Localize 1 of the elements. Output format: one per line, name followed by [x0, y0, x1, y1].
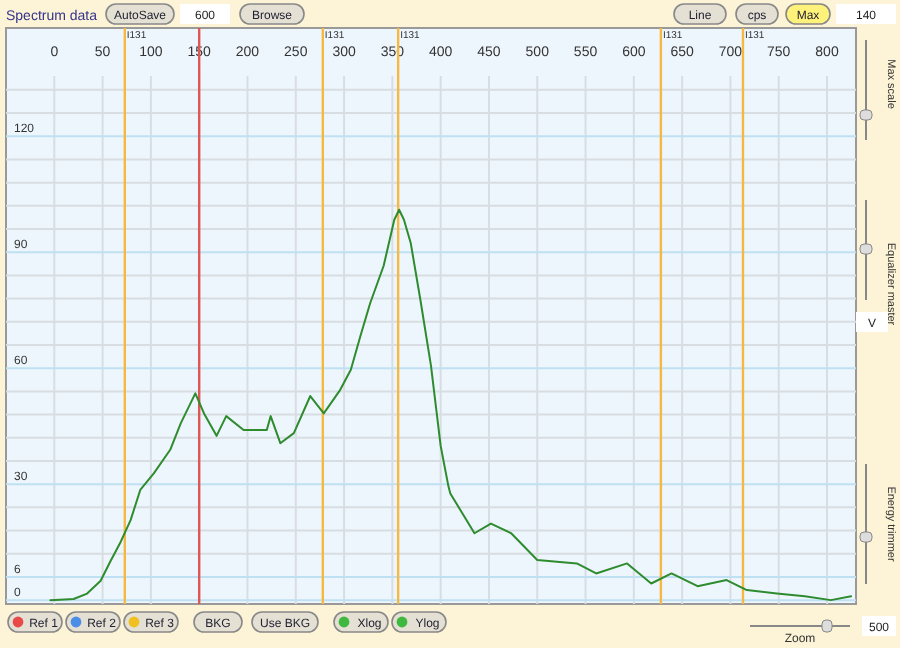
- line-series: [49, 208, 853, 602]
